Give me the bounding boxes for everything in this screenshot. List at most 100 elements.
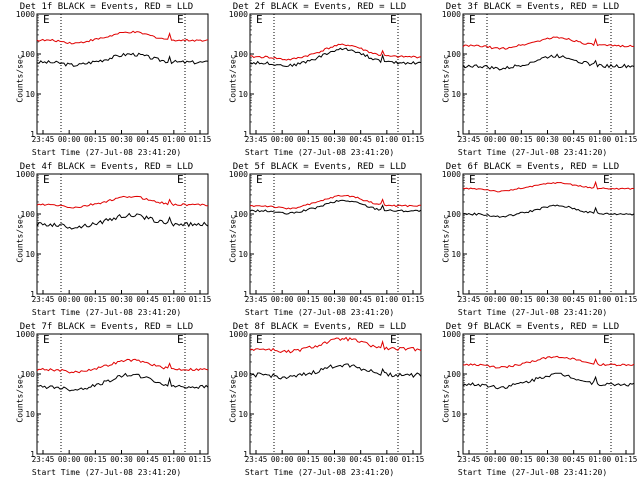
y-tick-label: 1 <box>30 450 35 459</box>
chart-panel: Det 8f BLACK = Events, RED = LLD Start Ti… <box>213 320 426 480</box>
series-line-lld <box>36 30 209 45</box>
x-tick-label: 01:15 <box>402 135 425 144</box>
eclipse-marker: E <box>469 173 476 186</box>
x-tick-label: 00:15 <box>84 135 107 144</box>
chart-svg: 1 10 100 1000 23:45 00:00 00:15 00:30 00:45 01:00… <box>16 330 212 464</box>
eclipse-marker: E <box>469 333 476 346</box>
y-tick-label: 10 <box>451 410 461 419</box>
x-tick-label: 00:15 <box>297 455 320 464</box>
y-tick-label: 100 <box>234 210 249 219</box>
chart-svg: 1 10 100 1000 23:45 00:00 00:15 00:30 00:45 01:00… <box>442 330 638 464</box>
x-tick-label: 00:00 <box>58 455 81 464</box>
y-tick-label: 1 <box>243 290 248 299</box>
x-tick-label: 00:00 <box>484 135 507 144</box>
x-tick-label: 00:30 <box>536 455 559 464</box>
series-line-events <box>36 372 209 392</box>
x-tick-label: 01:15 <box>615 295 638 304</box>
series-line-lld <box>462 355 635 369</box>
y-tick-label: 1 <box>30 130 35 139</box>
y-tick-label: 1 <box>30 290 35 299</box>
x-tick-label: 23:45 <box>245 295 268 304</box>
series-line-events <box>462 53 635 71</box>
x-axis-label: Start Time (27-Jul-08 23:41:20) <box>244 148 395 157</box>
y-tick-label: 1000 <box>16 170 35 179</box>
series-line-lld <box>249 43 422 61</box>
x-tick-label: 00:30 <box>536 135 559 144</box>
y-tick-label: 100 <box>21 370 36 379</box>
chart-title: Det 9f BLACK = Events, RED = LLD <box>445 322 620 332</box>
x-tick-label: 01:00 <box>589 295 612 304</box>
y-tick-label: 10 <box>25 90 35 99</box>
x-tick-label: 00:45 <box>562 135 585 144</box>
series-line-lld <box>249 194 422 210</box>
eclipse-marker: E <box>177 13 184 26</box>
chart-panel: Det 7f BLACK = Events, RED = LLD Start Ti… <box>0 320 213 480</box>
chart-panel: Det 4f BLACK = Events, RED = LLD Start Ti… <box>0 160 213 320</box>
x-tick-label: 00:15 <box>510 455 533 464</box>
series-line-events <box>36 52 209 67</box>
eclipse-marker: E <box>256 173 263 186</box>
x-tick-label: 00:30 <box>110 135 133 144</box>
x-tick-label: 01:00 <box>163 295 186 304</box>
x-tick-label: 00:45 <box>349 455 372 464</box>
series-line-lld <box>36 195 209 209</box>
x-tick-label: 00:30 <box>323 295 346 304</box>
y-tick-label: 10 <box>25 250 35 259</box>
y-tick-label: 1 <box>456 450 461 459</box>
x-tick-label: 00:00 <box>58 295 81 304</box>
chart-svg: 1 10 100 1000 23:45 00:00 00:15 00:30 00:45 01:00… <box>16 170 212 304</box>
series-line-events <box>36 212 209 230</box>
x-tick-label: 00:15 <box>84 455 107 464</box>
x-axis-label: Start Time (27-Jul-08 23:41:20) <box>457 468 608 477</box>
chart-panel: Det 2f BLACK = Events, RED = LLD Start Ti… <box>213 0 426 160</box>
chart-title: Det 6f BLACK = Events, RED = LLD <box>445 162 620 172</box>
x-tick-label: 23:45 <box>458 135 481 144</box>
chart-svg: 1 10 100 1000 23:45 00:00 00:15 00:30 00:45 01:00… <box>442 10 638 144</box>
y-tick-label: 1000 <box>442 170 461 179</box>
plot-frame <box>36 333 209 455</box>
x-tick-label: 23:45 <box>458 295 481 304</box>
chart-title: Det 4f BLACK = Events, RED = LLD <box>19 162 194 172</box>
chart-title: Det 3f BLACK = Events, RED = LLD <box>445 2 620 12</box>
x-tick-label: 01:00 <box>376 455 399 464</box>
eclipse-marker: E <box>256 333 263 346</box>
x-tick-label: 00:30 <box>536 295 559 304</box>
chart-svg: 1 10 100 1000 23:45 00:00 00:15 00:30 00:45 01:00… <box>229 10 425 144</box>
series-line-events <box>249 363 422 380</box>
eclipse-marker: E <box>469 13 476 26</box>
y-tick-label: 10 <box>238 410 248 419</box>
x-tick-label: 00:15 <box>510 295 533 304</box>
x-tick-label: 01:15 <box>615 455 638 464</box>
y-tick-label: 1000 <box>442 10 461 19</box>
x-axis-label: Start Time (27-Jul-08 23:41:20) <box>31 308 182 317</box>
eclipse-marker: E <box>177 333 184 346</box>
x-tick-label: 00:15 <box>84 295 107 304</box>
y-tick-label: 100 <box>447 210 462 219</box>
series-line-events <box>249 199 422 215</box>
y-tick-label: 1 <box>456 130 461 139</box>
x-tick-label: 00:45 <box>136 295 159 304</box>
x-tick-label: 00:45 <box>349 135 372 144</box>
eclipse-marker: E <box>177 173 184 186</box>
x-tick-label: 00:45 <box>562 295 585 304</box>
x-axis-label: Start Time (27-Jul-08 23:41:20) <box>457 308 608 317</box>
eclipse-marker: E <box>390 13 397 26</box>
series-line-events <box>249 47 422 68</box>
eclipse-marker: E <box>43 173 50 186</box>
x-axis-label: Start Time (27-Jul-08 23:41:20) <box>31 148 182 157</box>
x-tick-label: 01:15 <box>615 135 638 144</box>
x-tick-label: 01:00 <box>163 135 186 144</box>
chart-title: Det 1f BLACK = Events, RED = LLD <box>19 2 194 12</box>
x-tick-label: 00:00 <box>271 295 294 304</box>
chart-panel: Det 5f BLACK = Events, RED = LLD Start Ti… <box>213 160 426 320</box>
x-tick-label: 00:45 <box>136 455 159 464</box>
y-tick-label: 10 <box>238 90 248 99</box>
y-tick-label: 1000 <box>442 330 461 339</box>
plot-frame <box>462 333 635 455</box>
x-tick-label: 01:15 <box>189 135 212 144</box>
x-tick-label: 00:45 <box>562 455 585 464</box>
x-axis-label: Start Time (27-Jul-08 23:41:20) <box>31 468 182 477</box>
x-tick-label: 23:45 <box>32 455 55 464</box>
chart-title: Det 8f BLACK = Events, RED = LLD <box>232 322 407 332</box>
